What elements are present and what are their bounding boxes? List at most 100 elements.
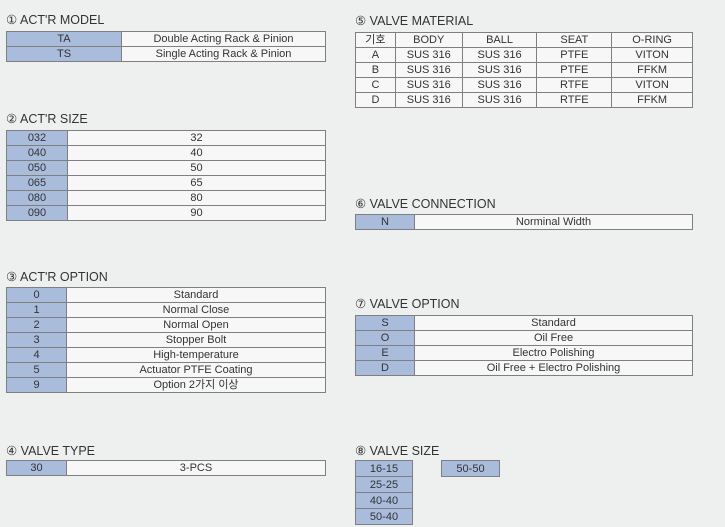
model-desc: Single Acting Rack & Pinion (121, 46, 326, 62)
model-desc: Double Acting Rack & Pinion (121, 31, 326, 47)
voption-desc: Electro Polishing (414, 345, 693, 361)
material-code: A (355, 47, 396, 63)
option-desc: Normal Close (66, 302, 326, 318)
size-code: 050 (6, 160, 68, 176)
size-row: 080 80 (6, 190, 326, 206)
connection-title: ⑥ VALVE CONNECTION (355, 197, 496, 211)
option-row: 4 High-temperature (6, 347, 326, 363)
option-row: 3 Stopper Bolt (6, 332, 326, 348)
material-cell: FFKM (611, 62, 693, 78)
type-code: 30 (6, 460, 67, 476)
material-code: C (355, 77, 396, 93)
voption-row: S Standard (355, 315, 693, 331)
size-table: 032 32 040 40 050 50 065 65 080 80 090 90 (6, 130, 326, 221)
vsize-code: 50-40 (355, 508, 413, 525)
option-desc: Stopper Bolt (66, 332, 326, 348)
voption-desc: Standard (414, 315, 693, 331)
size-row: 065 65 (6, 175, 326, 191)
size-code: 080 (6, 190, 68, 206)
size-desc: 65 (67, 175, 326, 191)
size-desc: 80 (67, 190, 326, 206)
material-cell: PTFE (536, 62, 613, 78)
vsize-row: 25-25 (355, 476, 413, 493)
option-title: ③ ACT'R OPTION (6, 270, 108, 284)
model-code: TS (6, 46, 122, 62)
model-code: TA (6, 31, 122, 47)
option-desc: Normal Open (66, 317, 326, 333)
voption-code: D (355, 360, 415, 376)
voption-desc: Oil Free + Electro Polishing (414, 360, 693, 376)
vsize-code: 50-50 (441, 460, 500, 477)
material-cell: FFKM (611, 92, 693, 108)
option-code: 3 (6, 332, 67, 348)
material-row: C SUS 316 SUS 316 RTFE VITON (355, 77, 693, 93)
voption-code: O (355, 330, 415, 346)
size-desc: 50 (67, 160, 326, 176)
vsize-table-1: 16-15 25-25 40-40 50-40 (355, 460, 413, 525)
model-table: TA Double Acting Rack & Pinion TS Single Ac… (6, 31, 326, 62)
option-row: 9 Option 2가지 이상 (6, 377, 326, 393)
material-cell: SUS 316 (461, 77, 538, 93)
vsize-table-2: 50-50 (441, 460, 500, 477)
size-row: 032 32 (6, 130, 326, 146)
option-row: 0 Standard (6, 287, 326, 303)
material-header-cell: BODY (394, 32, 463, 48)
voption-row: D Oil Free + Electro Polishing (355, 360, 693, 376)
option-row: 2 Normal Open (6, 317, 326, 333)
material-cell: VITON (611, 77, 693, 93)
material-cell: SUS 316 (461, 47, 538, 63)
material-header-cell: BALL (461, 32, 538, 48)
vsize-row: 16-15 (355, 460, 413, 477)
option-desc: Actuator PTFE Coating (66, 362, 326, 378)
size-row: 090 90 (6, 205, 326, 221)
vsize-title: ⑧ VALVE SIZE (355, 444, 440, 458)
voption-title: ⑦ VALVE OPTION (355, 297, 460, 311)
material-cell: SUS 316 (394, 92, 463, 108)
size-code: 032 (6, 130, 68, 146)
connection-code: N (355, 214, 415, 230)
type-desc: 3-PCS (66, 460, 326, 476)
size-row: 040 40 (6, 145, 326, 161)
voption-code: S (355, 315, 415, 331)
vsize-code: 40-40 (355, 492, 413, 509)
size-row: 050 50 (6, 160, 326, 176)
vsize-row: 50-40 (355, 508, 413, 525)
material-header-cell: SEAT (536, 32, 613, 48)
model-row: TA Double Acting Rack & Pinion (6, 31, 326, 47)
option-code: 9 (6, 377, 67, 393)
material-cell: SUS 316 (461, 92, 538, 108)
vsize-row: 50-50 (441, 460, 500, 477)
size-code: 065 (6, 175, 68, 191)
size-desc: 90 (67, 205, 326, 221)
model-title: ① ACT'R MODEL (6, 13, 105, 27)
material-cell: RTFE (536, 77, 613, 93)
material-cell: SUS 316 (394, 62, 463, 78)
voption-row: O Oil Free (355, 330, 693, 346)
connection-row: N Norminal Width (355, 214, 693, 230)
material-cell: SUS 316 (394, 47, 463, 63)
voption-desc: Oil Free (414, 330, 693, 346)
option-desc: Standard (66, 287, 326, 303)
option-code: 1 (6, 302, 67, 318)
size-code: 040 (6, 145, 68, 161)
material-header-cell: 기호 (355, 32, 396, 48)
voption-row: E Electro Polishing (355, 345, 693, 361)
vsize-code: 16-15 (355, 460, 413, 477)
voption-table: S Standard O Oil Free E Electro Polishing D Oil… (355, 315, 693, 376)
type-row: 30 3-PCS (6, 460, 326, 476)
material-header-cell: O-RING (611, 32, 693, 48)
option-row: 1 Normal Close (6, 302, 326, 318)
material-code: D (355, 92, 396, 108)
connection-desc: Norminal Width (414, 214, 693, 230)
option-row: 5 Actuator PTFE Coating (6, 362, 326, 378)
vsize-code: 25-25 (355, 476, 413, 493)
option-desc: High-temperature (66, 347, 326, 363)
material-cell: SUS 316 (461, 62, 538, 78)
option-code: 0 (6, 287, 67, 303)
material-row: B SUS 316 SUS 316 PTFE FFKM (355, 62, 693, 78)
material-code: B (355, 62, 396, 78)
option-code: 5 (6, 362, 67, 378)
material-header: 기호 BODY BALL SEAT O-RING (355, 32, 693, 48)
voption-code: E (355, 345, 415, 361)
model-row: TS Single Acting Rack & Pinion (6, 46, 326, 62)
